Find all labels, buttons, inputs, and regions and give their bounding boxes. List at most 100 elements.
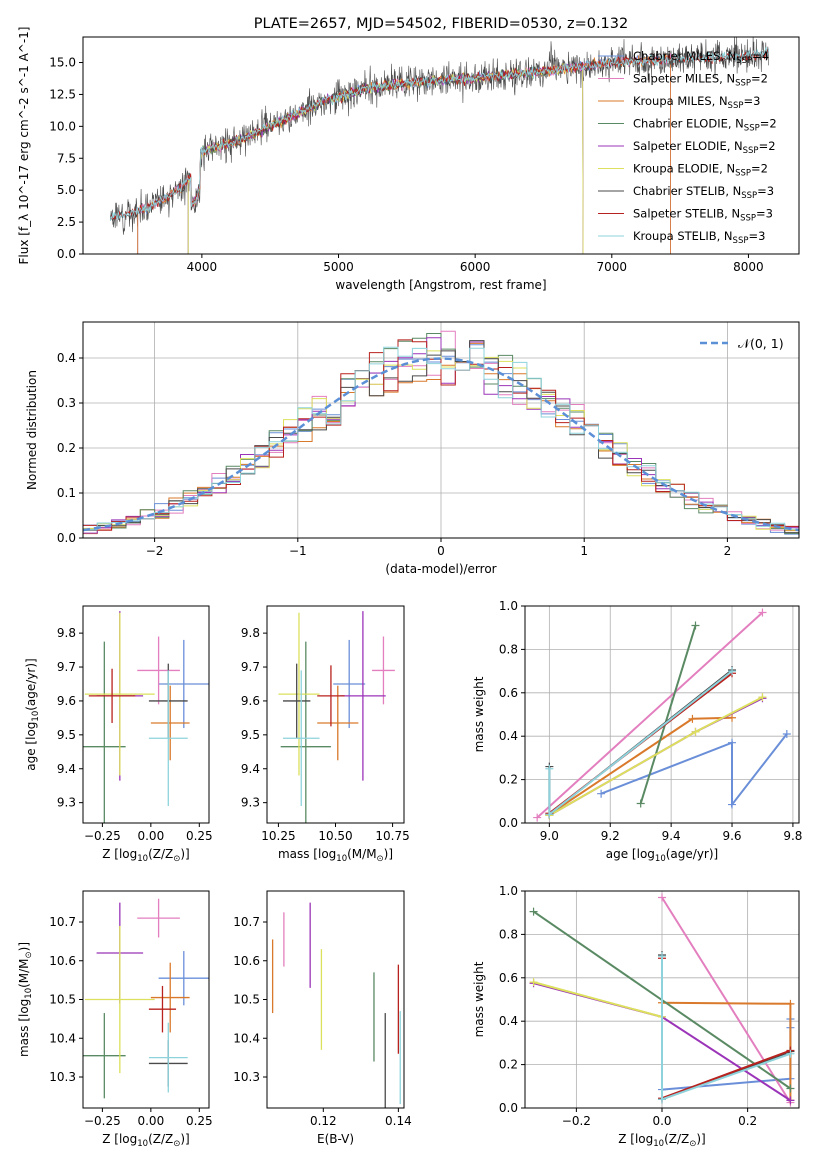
y-tick-label: 9.7 [57, 660, 76, 674]
x-tick-label: 5000 [323, 260, 354, 274]
y-tick-label: 0.2 [499, 773, 518, 787]
y-tick-label: 15.0 [49, 56, 76, 70]
plot-area [271, 902, 401, 1108]
x-tick-label: 6000 [460, 260, 491, 274]
mass-weight-line [533, 981, 663, 1018]
mass-weight-marker [786, 999, 795, 1008]
axes-mass_vs_EBV: 0.12 0.14 10.3 10.4 10.5 10.6 10.7 E(B-V) [233, 890, 412, 1146]
x-tick-label: 9.2 [601, 829, 620, 843]
y-tick-label: 0.1 [57, 486, 76, 500]
label-part: 10 [137, 1139, 148, 1149]
errorbar-point [84, 925, 155, 1074]
label-part: Kroupa STELIB, N [633, 229, 733, 243]
x-tick-label: −0.25 [84, 829, 121, 843]
y-tick-label: 9.4 [241, 762, 260, 776]
label-part: SSP [744, 124, 760, 134]
errorbar-point [333, 639, 366, 729]
y-tick-label: 0.2 [57, 441, 76, 455]
label-part: =2 [751, 162, 768, 176]
y-axis-label: mass weight [472, 676, 486, 752]
y-tick-label: 2.5 [57, 215, 76, 229]
y-tick-label: 0.6 [499, 971, 518, 985]
label-part: Chabrier MILES, N [633, 49, 736, 63]
mass-weight-marker [658, 1095, 666, 1104]
errorbar-point [83, 1013, 126, 1099]
x-tick-label: 0.0 [652, 1114, 671, 1128]
errorbar-point [83, 641, 126, 823]
y-axis-label: mass [log10(M/M⊙)] [17, 942, 34, 1057]
y-tick-label: 9.3 [241, 796, 260, 810]
errorbar-point [150, 962, 190, 1033]
label-part: )] [384, 847, 393, 861]
spectrum-kroupa_stelib [109, 47, 770, 222]
y-tick-label: 10.6 [233, 954, 260, 968]
label-part: (Z/Z [148, 1132, 173, 1146]
plot-area [83, 611, 209, 823]
label-part: age [log [606, 847, 655, 861]
x-axis-label: E(B-V) [317, 1132, 354, 1146]
mass-weight-line [661, 955, 791, 1101]
legend-label: Chabrier ELODIE, NSSP=2 [633, 117, 777, 134]
x-tick-label: 9.6 [722, 829, 741, 843]
mass-weight-series [658, 893, 795, 1107]
label-part: 10 [137, 854, 148, 864]
y-tick-label: 0.2 [499, 1058, 518, 1072]
x-axis-label: wavelength [Angstrom, rest frame] [335, 278, 546, 292]
y-axis-label: Flux [f_λ 10^-17 erg cm^-2 s^-1 A^-1] [17, 27, 31, 265]
errorbar-point [278, 612, 320, 776]
label-part: SSP [735, 79, 751, 89]
x-tick-label: 0.14 [385, 1114, 412, 1128]
y-tick-label: 0.0 [57, 247, 76, 261]
label-part: ⊙ [377, 854, 384, 864]
plot-area [529, 893, 795, 1107]
x-tick-label: 0.2 [738, 1114, 757, 1128]
x-tick-label: 2 [724, 544, 732, 558]
y-tick-label: 0.4 [57, 351, 76, 365]
y-tick-label: 1.0 [499, 884, 518, 898]
y-tick-label: 10.4 [49, 1031, 76, 1045]
y-tick-label: 9.6 [241, 694, 260, 708]
label-part: wavelength [Angstrom, rest frame] [335, 278, 546, 292]
spectrum-salpeter_elodie [187, 61, 584, 254]
label-part: E(B-V) [317, 1132, 354, 1146]
y-tick-label: 0.8 [499, 927, 518, 941]
y-tick-label: 10.3 [233, 1070, 260, 1084]
legend-label: Salpeter MILES, NSSP=2 [633, 72, 768, 89]
label-part: Chabrier STELIB, N [633, 184, 741, 198]
label-part: Kroupa MILES, N [633, 94, 728, 108]
errorbar-point [317, 665, 345, 727]
y-tick-label: 10.3 [49, 1070, 76, 1084]
axes-massweight_vs_age: 9.0 9.2 9.4 9.6 9.8 0.0 0.2 0.4 0.6 0.8 1.0 age [lo… [472, 599, 802, 864]
mass-weight-marker [545, 764, 554, 773]
label-part: SSP [740, 214, 756, 224]
mass-weight-marker [529, 978, 538, 987]
y-tick-label: 10.5 [233, 993, 260, 1007]
y-tick-label: 9.3 [57, 796, 76, 810]
legend: 𝒩(0, 1) [700, 336, 784, 351]
label-part: =3 [757, 184, 774, 198]
mass-weight-series [658, 952, 795, 1104]
mass-weight-line [600, 733, 788, 808]
label-part: Z [log [618, 1132, 653, 1146]
axes-spectrum: 4000 5000 6000 7000 8000 0.0 2.5 5.0 7.5 10.0 12.5… [17, 16, 800, 292]
x-tick-label: 0.00 [137, 1114, 164, 1128]
legend-label: 𝒩(0, 1) [738, 336, 784, 351]
y-tick-label: 1.0 [499, 599, 518, 613]
legend-label: Kroupa ELODIE, NSSP=2 [633, 162, 768, 179]
label-part: SSP [741, 191, 757, 201]
spectrum-chabrier_elodie [187, 62, 584, 254]
label-part: SSP [728, 101, 744, 111]
label-part: mass weight [472, 676, 486, 752]
errorbar-point [148, 670, 188, 807]
label-part: Z [log [102, 1132, 137, 1146]
y-tick-label: 9.6 [57, 694, 76, 708]
x-tick-label: 0 [437, 544, 445, 558]
label-part: Salpeter MILES, N [633, 72, 735, 86]
x-tick-label: 9.8 [783, 829, 802, 843]
label-part: ⊙ [173, 854, 180, 864]
mass-weight-marker [658, 952, 666, 961]
axes-massweight_vs_Z: −0.2 0.0 0.2 0.0 0.2 0.4 0.6 0.8 1.0 Z [log10(Z/Z… [472, 884, 800, 1149]
y-axis-label: age [log10(age/yr)] [24, 658, 41, 770]
x-tick-label: 0.00 [137, 829, 164, 843]
